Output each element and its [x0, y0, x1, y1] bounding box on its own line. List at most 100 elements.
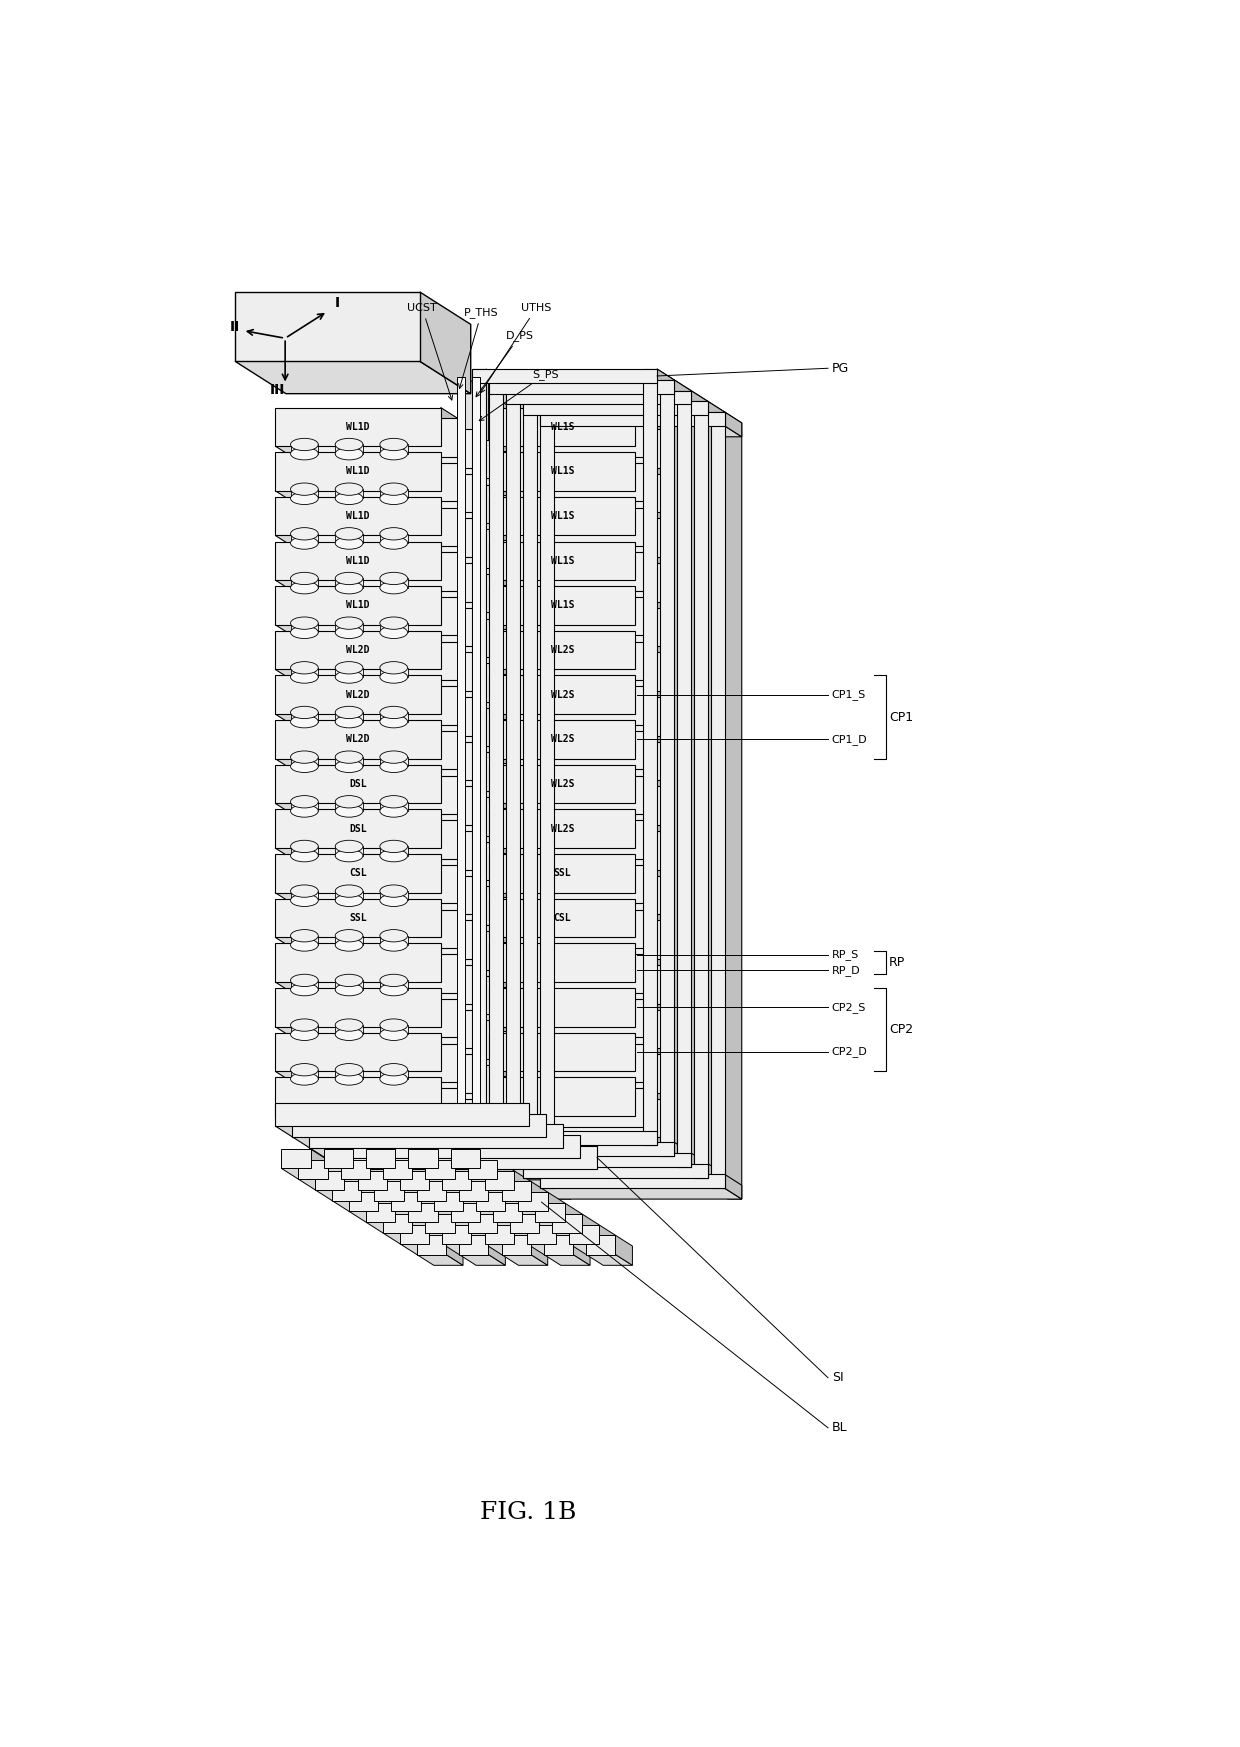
Polygon shape	[275, 625, 458, 636]
Polygon shape	[490, 407, 635, 445]
Text: P_THS: P_THS	[459, 307, 498, 388]
Polygon shape	[290, 756, 319, 767]
Polygon shape	[343, 1169, 614, 1179]
Polygon shape	[275, 676, 440, 715]
Polygon shape	[490, 393, 691, 405]
Ellipse shape	[290, 1073, 319, 1085]
Polygon shape	[506, 1191, 522, 1223]
Polygon shape	[412, 1214, 429, 1244]
Polygon shape	[412, 1160, 429, 1190]
Polygon shape	[635, 542, 652, 590]
Polygon shape	[343, 1076, 508, 1115]
Polygon shape	[290, 667, 319, 678]
Text: DSL: DSL	[350, 825, 367, 833]
Polygon shape	[541, 412, 554, 1188]
Polygon shape	[652, 1043, 670, 1094]
Polygon shape	[523, 519, 670, 557]
Polygon shape	[275, 720, 440, 758]
Polygon shape	[472, 1146, 675, 1157]
Polygon shape	[523, 825, 686, 835]
Polygon shape	[399, 1190, 446, 1200]
Polygon shape	[635, 631, 652, 680]
Polygon shape	[691, 391, 708, 416]
Polygon shape	[475, 964, 491, 1015]
Polygon shape	[309, 1055, 475, 1094]
Polygon shape	[471, 1225, 489, 1254]
Polygon shape	[467, 1160, 497, 1179]
Polygon shape	[490, 720, 635, 758]
Polygon shape	[506, 552, 652, 590]
Polygon shape	[501, 1235, 531, 1254]
Polygon shape	[335, 444, 363, 454]
Polygon shape	[523, 416, 725, 426]
Polygon shape	[458, 821, 475, 870]
Polygon shape	[236, 292, 420, 362]
Polygon shape	[675, 379, 691, 405]
Polygon shape	[652, 1088, 670, 1137]
Polygon shape	[309, 825, 491, 835]
Polygon shape	[440, 1078, 458, 1127]
Ellipse shape	[379, 938, 408, 950]
Polygon shape	[379, 1025, 408, 1034]
Polygon shape	[309, 1003, 491, 1015]
Polygon shape	[343, 980, 526, 991]
Polygon shape	[497, 1160, 513, 1190]
Polygon shape	[343, 763, 508, 802]
Polygon shape	[527, 1225, 557, 1244]
Polygon shape	[275, 631, 440, 669]
Polygon shape	[677, 391, 691, 1167]
Polygon shape	[485, 1225, 513, 1244]
Polygon shape	[345, 1170, 361, 1200]
Ellipse shape	[379, 849, 408, 861]
Polygon shape	[335, 624, 363, 632]
Polygon shape	[506, 391, 691, 405]
Ellipse shape	[290, 671, 319, 683]
Polygon shape	[506, 821, 652, 860]
Polygon shape	[357, 1170, 387, 1190]
Ellipse shape	[290, 984, 319, 996]
Polygon shape	[523, 473, 670, 512]
Text: S_PS: S_PS	[480, 369, 559, 421]
Polygon shape	[490, 1027, 652, 1038]
Ellipse shape	[335, 886, 363, 898]
Polygon shape	[675, 379, 691, 1167]
Polygon shape	[335, 713, 363, 722]
Polygon shape	[506, 463, 652, 501]
Polygon shape	[491, 573, 508, 624]
Polygon shape	[490, 631, 635, 669]
Polygon shape	[458, 508, 475, 557]
Ellipse shape	[379, 706, 408, 718]
Polygon shape	[489, 1181, 506, 1211]
Polygon shape	[332, 1181, 361, 1200]
Polygon shape	[440, 631, 458, 680]
Polygon shape	[725, 412, 742, 1198]
Polygon shape	[443, 1170, 471, 1190]
Polygon shape	[506, 730, 652, 769]
Ellipse shape	[290, 1029, 319, 1041]
Polygon shape	[670, 832, 686, 880]
Polygon shape	[326, 977, 491, 1015]
Polygon shape	[508, 451, 526, 500]
Polygon shape	[475, 608, 491, 657]
Polygon shape	[670, 697, 686, 746]
Polygon shape	[523, 964, 670, 1003]
Polygon shape	[335, 1069, 363, 1080]
Polygon shape	[408, 1223, 455, 1233]
Polygon shape	[275, 804, 458, 814]
Polygon shape	[615, 1235, 632, 1265]
Polygon shape	[343, 451, 508, 489]
Polygon shape	[309, 1099, 475, 1137]
Polygon shape	[490, 804, 652, 814]
Polygon shape	[434, 1191, 463, 1211]
Ellipse shape	[379, 447, 408, 459]
Polygon shape	[440, 989, 458, 1038]
Polygon shape	[471, 1170, 489, 1200]
Polygon shape	[446, 1235, 463, 1265]
Polygon shape	[309, 1094, 491, 1104]
Polygon shape	[446, 1181, 463, 1211]
Polygon shape	[379, 802, 408, 811]
Polygon shape	[293, 636, 475, 646]
Polygon shape	[652, 999, 670, 1048]
Polygon shape	[458, 1043, 475, 1094]
Polygon shape	[379, 847, 408, 856]
